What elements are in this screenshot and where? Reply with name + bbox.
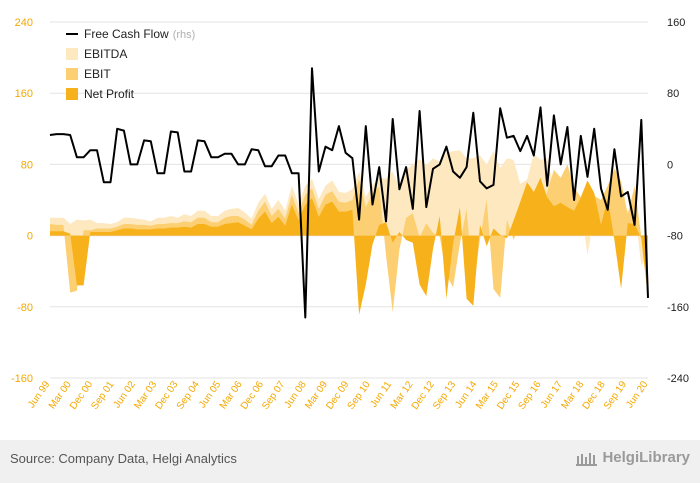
legend-label: Free Cash Flow xyxy=(84,27,169,41)
right-tick-label: 0 xyxy=(667,159,673,171)
brand-name: HelgiLibrary xyxy=(602,449,690,466)
legend-swatch xyxy=(66,88,78,100)
ebit-area xyxy=(50,164,648,313)
left-tick-label: 80 xyxy=(21,159,33,171)
x-tick-label: Sep 01 xyxy=(89,379,116,412)
legend-label: EBIT xyxy=(84,67,111,81)
x-tick-label: Sep 07 xyxy=(260,379,287,412)
line-series xyxy=(49,67,649,319)
x-tick-label: Jun 20 xyxy=(624,379,650,410)
legend-swatch xyxy=(66,48,78,60)
left-axis: 240 160 80 0 -80 -160 xyxy=(11,17,33,385)
left-tick-label: -160 xyxy=(11,373,33,385)
right-tick-label: -160 xyxy=(667,302,689,314)
x-tick-label: Sep 04 xyxy=(175,379,202,412)
right-tick-label: 160 xyxy=(667,17,685,29)
chart-area: 240 160 80 0 -80 -160 160 80 0 -80 -160 -240 Jun 9… xyxy=(11,17,689,412)
left-tick-label: 160 xyxy=(15,88,33,100)
x-tick-label: Sep 10 xyxy=(346,379,373,412)
brand-logo[interactable]: HelgiLibrary xyxy=(576,449,690,466)
legend-note: (rhs) xyxy=(173,29,196,41)
area-series xyxy=(50,150,648,315)
left-tick-label: 240 xyxy=(15,17,33,29)
fcf-line xyxy=(49,67,649,319)
chart-svg: 240 160 80 0 -80 -160 160 80 0 -80 -160 -240 Jun 9… xyxy=(11,17,689,412)
left-tick-label: 0 xyxy=(27,231,33,243)
x-tick-label: Sep 19 xyxy=(602,379,629,412)
legend: Free Cash Flow (rhs) EBITDA EBIT Net Profit xyxy=(66,27,195,101)
right-tick-label: -80 xyxy=(667,231,683,243)
legend-label: EBITDA xyxy=(84,47,127,61)
x-tick-label: Sep 13 xyxy=(431,379,458,412)
legend-label: Net Profit xyxy=(84,87,135,101)
x-tick-label: Sep 16 xyxy=(516,379,543,412)
right-axis: 160 80 0 -80 -160 -240 xyxy=(667,17,689,385)
library-icon xyxy=(576,452,598,466)
left-tick-label: -80 xyxy=(17,302,33,314)
footer: Source: Company Data, Helgi Analytics He… xyxy=(0,440,700,483)
legend-swatch xyxy=(66,68,78,80)
right-tick-label: 80 xyxy=(667,88,679,100)
right-tick-label: -240 xyxy=(667,373,689,385)
net-profit-area xyxy=(50,177,648,315)
source-note: Source: Company Data, Helgi Analytics xyxy=(10,451,237,466)
